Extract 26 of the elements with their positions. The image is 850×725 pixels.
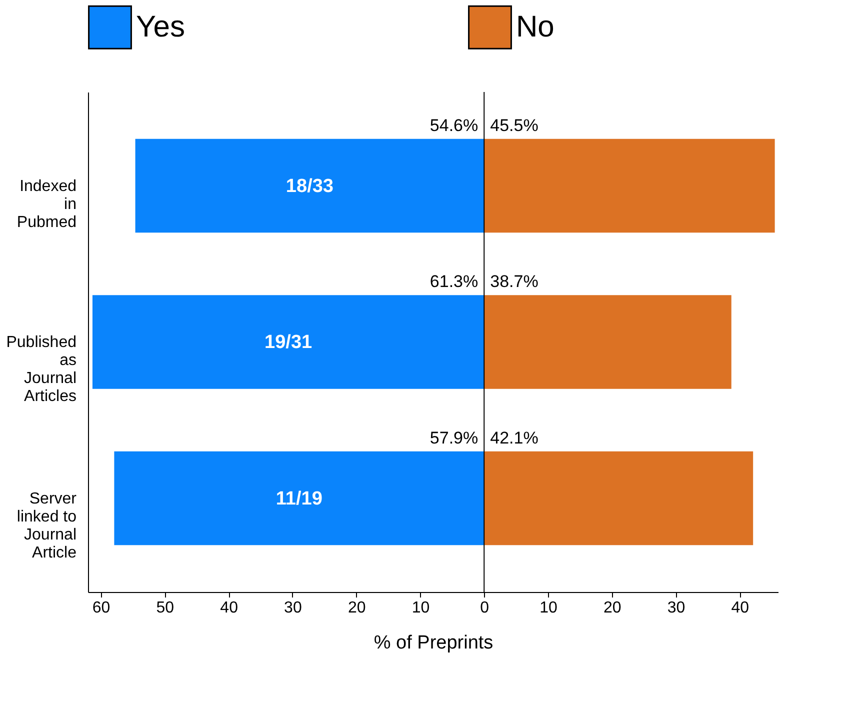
annotation: 11/19: [276, 488, 322, 510]
data-label: 42.1%: [490, 428, 538, 448]
legend-label: No: [516, 10, 554, 44]
x-tick-label: 40: [220, 600, 238, 616]
x-tick-label: 40: [731, 600, 750, 616]
data-label: 54.6%: [430, 116, 478, 135]
x-tick-label: 20: [348, 600, 366, 616]
data-label: 38.7%: [490, 272, 538, 292]
legend-label: Yes: [136, 10, 185, 44]
data-label: 57.9%: [430, 428, 478, 448]
y-tick-label: Published as Journal Articles: [6, 334, 76, 405]
x-tick-label: 50: [156, 600, 174, 616]
annotation: 18/33: [286, 176, 334, 197]
data-label: 45.5%: [490, 116, 538, 135]
y-tick-label: Server linked to Journal Article: [16, 490, 78, 562]
x-tick-label: 30: [667, 600, 686, 616]
annotation: 19/31: [264, 332, 312, 353]
x-tick-label: 10: [540, 600, 558, 616]
x-axis-title: % of Preprints: [374, 632, 494, 654]
x-tick-label: 20: [603, 600, 622, 616]
x-tick-label: 0: [480, 600, 490, 616]
x-tick-label: 30: [284, 600, 302, 616]
x-tick-label: 60: [92, 600, 110, 616]
x-tick-label: 10: [412, 600, 430, 616]
y-tick-label: Indexed in Pubmed: [16, 178, 76, 231]
data-label: 61.3%: [430, 272, 478, 292]
